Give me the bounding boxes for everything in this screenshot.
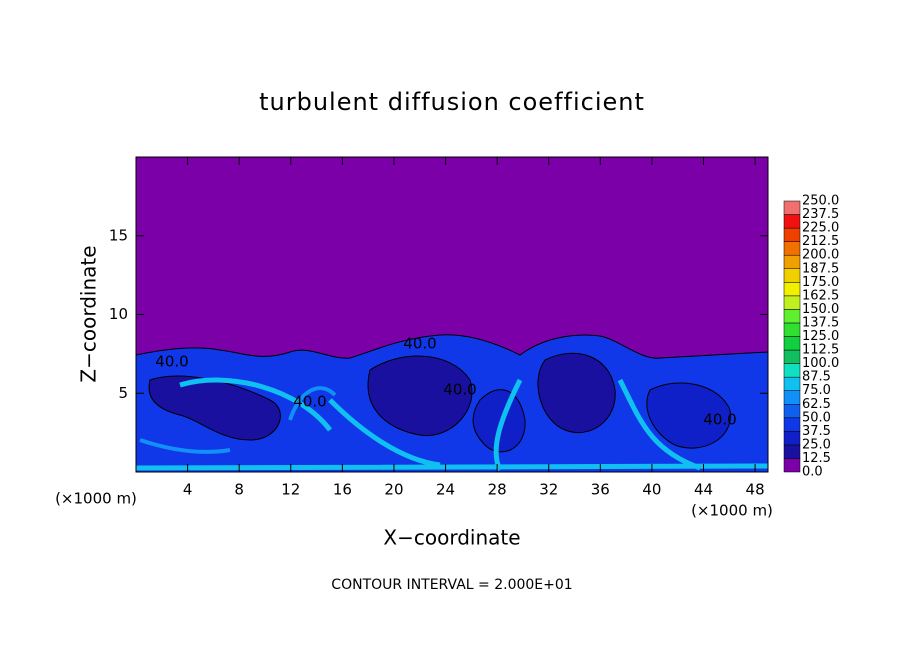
colorbar-label: 25.0 bbox=[802, 437, 831, 452]
colorbar-label: 162.5 bbox=[802, 288, 839, 303]
colorbar-band bbox=[783, 214, 801, 229]
eddy bbox=[646, 382, 731, 449]
y-tick-label: 5 bbox=[118, 384, 128, 402]
x-tick-label: 44 bbox=[694, 481, 713, 499]
colorbar-band bbox=[783, 227, 801, 242]
x-tick-label: 12 bbox=[281, 481, 300, 499]
colorbar-label: 200.0 bbox=[802, 248, 839, 263]
colorbar-label: 0.0 bbox=[802, 465, 823, 480]
y-axis-label: Z−coordinate bbox=[77, 245, 101, 382]
colorbar-label: 12.5 bbox=[802, 451, 831, 466]
x-tick-label: 20 bbox=[384, 481, 403, 499]
x-tick-label: 32 bbox=[539, 481, 558, 499]
colorbar-label: 87.5 bbox=[802, 370, 831, 385]
x-tick-label: 24 bbox=[436, 481, 455, 499]
colorbar-band bbox=[783, 444, 801, 459]
x-tick-label: 8 bbox=[234, 481, 244, 499]
footnote: CONTOUR INTERVAL = 2.000E+01 bbox=[331, 577, 572, 593]
axis-unit: (×1000 m) bbox=[691, 502, 773, 520]
colorbar-band bbox=[783, 309, 801, 324]
colorbar-label: 212.5 bbox=[802, 234, 839, 249]
field bbox=[135, 157, 769, 473]
colorbar-band bbox=[783, 404, 801, 419]
colorbar-band bbox=[783, 282, 801, 297]
colorbar-label: 100.0 bbox=[802, 356, 839, 371]
colorbar-band bbox=[783, 390, 801, 405]
x-tick-label: 16 bbox=[333, 481, 352, 499]
colorbar-band bbox=[783, 349, 801, 364]
colorbar-band bbox=[783, 322, 801, 337]
filament bbox=[139, 386, 337, 454]
contour-label: 40.0 bbox=[703, 411, 736, 429]
colorbar-band bbox=[783, 431, 801, 446]
colorbar-band bbox=[783, 295, 801, 310]
colorbar-label: 112.5 bbox=[802, 343, 839, 358]
colorbar-label: 250.0 bbox=[802, 194, 839, 209]
colorbar-label: 37.5 bbox=[802, 424, 831, 439]
colorbar-band bbox=[783, 241, 801, 256]
contour-label: 40.0 bbox=[403, 335, 436, 353]
colorbar-band bbox=[783, 254, 801, 269]
x-tick-label: 4 bbox=[183, 481, 193, 499]
colorbar-label: 75.0 bbox=[802, 383, 831, 398]
x-tick-label: 36 bbox=[591, 481, 610, 499]
x-tick-label: 40 bbox=[642, 481, 661, 499]
filament bbox=[135, 377, 769, 472]
colorbar-band bbox=[783, 336, 801, 351]
colorbar-label: 150.0 bbox=[802, 302, 839, 317]
eddy bbox=[472, 389, 526, 453]
y-tick-label: 15 bbox=[109, 226, 128, 244]
x-tick-label: 48 bbox=[746, 481, 765, 499]
colorbar-label: 237.5 bbox=[802, 207, 839, 222]
colorbar-label: 175.0 bbox=[802, 275, 839, 290]
colorbar-band bbox=[783, 417, 801, 432]
colorbar-band bbox=[783, 458, 801, 473]
colorbar-band bbox=[783, 376, 801, 391]
x-axis-label: X−coordinate bbox=[383, 526, 520, 550]
eddy bbox=[537, 352, 616, 434]
colorbar-label: 50.0 bbox=[802, 410, 831, 425]
colorbar-label: 137.5 bbox=[802, 315, 839, 330]
axis-unit: (×1000 m) bbox=[55, 490, 137, 508]
contour-label: 40.0 bbox=[293, 393, 326, 411]
colorbar-label: 125.0 bbox=[802, 329, 839, 344]
colorbar-label: 187.5 bbox=[802, 261, 839, 276]
colorbar-label: 225.0 bbox=[802, 221, 839, 236]
chart-title: turbulent diffusion coefficient bbox=[259, 88, 645, 116]
contour-label: 40.0 bbox=[155, 353, 188, 371]
colorbar-band bbox=[783, 200, 801, 215]
x-tick-label: 28 bbox=[488, 481, 507, 499]
contour-label: 40.0 bbox=[443, 381, 476, 399]
eddy bbox=[367, 355, 473, 437]
colorbar-band bbox=[783, 268, 801, 283]
colorbar-band bbox=[783, 363, 801, 378]
y-tick-label: 10 bbox=[109, 305, 128, 323]
colorbar-label: 62.5 bbox=[802, 397, 831, 412]
